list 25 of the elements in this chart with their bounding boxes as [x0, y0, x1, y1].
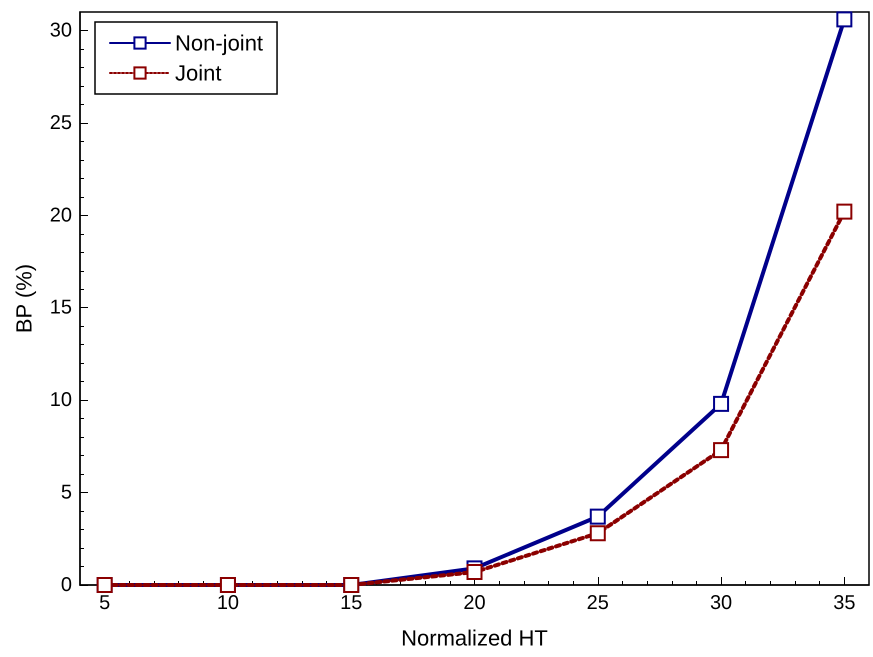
x-tick-label: 15	[340, 592, 362, 614]
x-tick-label: 30	[710, 592, 732, 614]
y-tick-label: 0	[60, 574, 72, 596]
x-tick-label: 5	[99, 592, 110, 614]
point	[466, 564, 482, 580]
x-axis-title: Normalized HT	[401, 626, 548, 650]
y-tick-label: 5	[60, 482, 72, 504]
y-tick-label: 30	[50, 19, 72, 42]
y-tick-label: 20	[50, 204, 72, 226]
y-tick-label: 25	[50, 112, 72, 134]
x-tick-label: 35	[833, 592, 856, 614]
point	[836, 11, 852, 28]
point	[713, 396, 730, 412]
point	[713, 442, 730, 458]
point	[590, 525, 606, 542]
y-axis-title: BP (%)	[12, 264, 36, 334]
legend-label: Joint	[175, 60, 222, 86]
legend-label: Non-joint	[175, 30, 264, 56]
x-tick-label: 20	[463, 592, 486, 614]
point	[836, 204, 852, 220]
x-tick-label: 25	[586, 592, 609, 614]
x-tick-label: 10	[216, 592, 240, 614]
y-tick-label: 15	[50, 296, 72, 319]
point	[590, 508, 606, 525]
y-tick-label: 10	[50, 389, 72, 412]
